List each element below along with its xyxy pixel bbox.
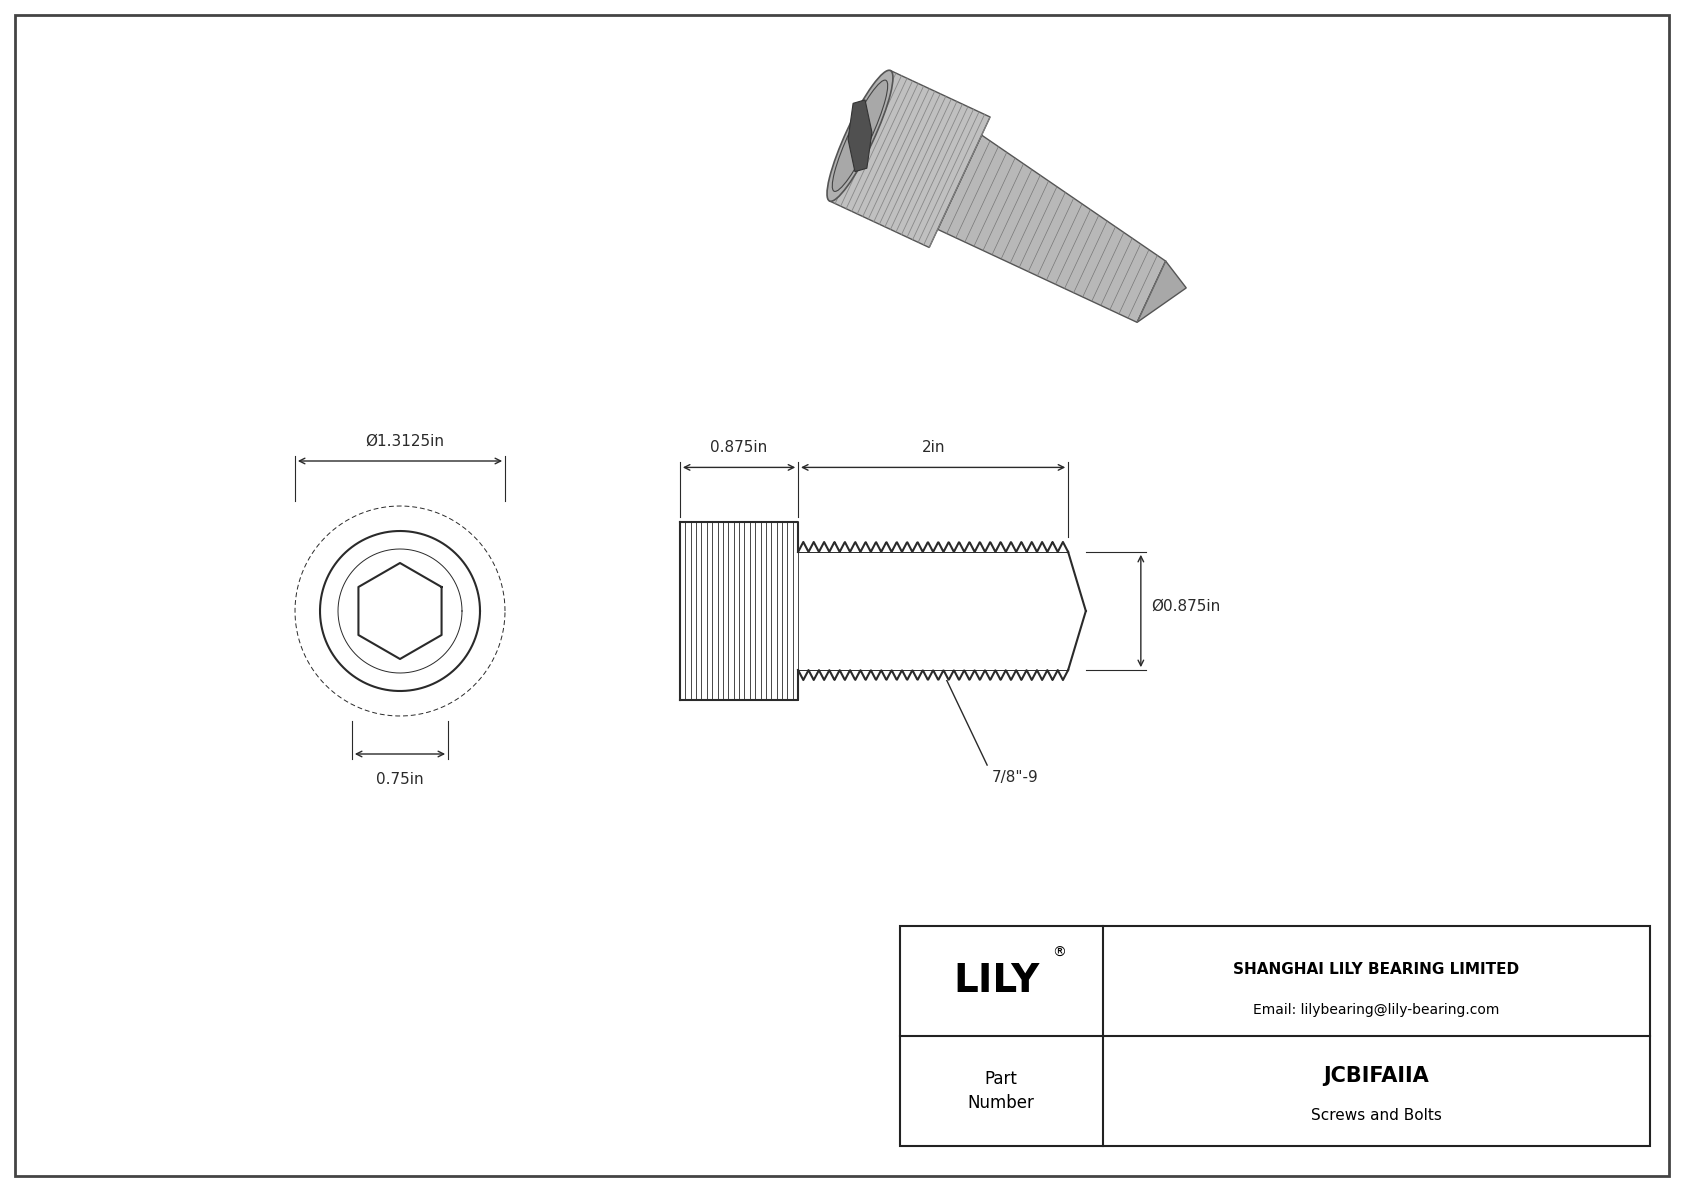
Text: JCBIFAIIA: JCBIFAIIA xyxy=(1324,1066,1430,1086)
Text: 0.75in: 0.75in xyxy=(376,772,424,787)
Text: 0.875in: 0.875in xyxy=(711,441,768,455)
Text: Email: lilybearing@lily-bearing.com: Email: lilybearing@lily-bearing.com xyxy=(1253,1003,1499,1017)
Text: Ø1.3125in: Ø1.3125in xyxy=(365,434,445,449)
Text: SHANGHAI LILY BEARING LIMITED: SHANGHAI LILY BEARING LIMITED xyxy=(1233,962,1519,978)
Text: ®: ® xyxy=(1052,946,1066,960)
Bar xyxy=(899,925,1650,1146)
Polygon shape xyxy=(830,70,990,248)
Text: 7/8"-9: 7/8"-9 xyxy=(992,771,1039,785)
Bar xyxy=(680,523,798,699)
Text: Ø0.875in: Ø0.875in xyxy=(1150,599,1221,613)
Ellipse shape xyxy=(827,70,893,201)
Polygon shape xyxy=(1137,261,1186,323)
Text: LILY: LILY xyxy=(953,962,1039,1000)
Text: Part
Number: Part Number xyxy=(968,1070,1034,1112)
Bar xyxy=(798,542,1068,680)
Text: Screws and Bolts: Screws and Bolts xyxy=(1310,1108,1442,1122)
Ellipse shape xyxy=(832,80,887,192)
Polygon shape xyxy=(849,100,872,172)
Text: 2in: 2in xyxy=(921,441,945,455)
Polygon shape xyxy=(938,135,1165,323)
